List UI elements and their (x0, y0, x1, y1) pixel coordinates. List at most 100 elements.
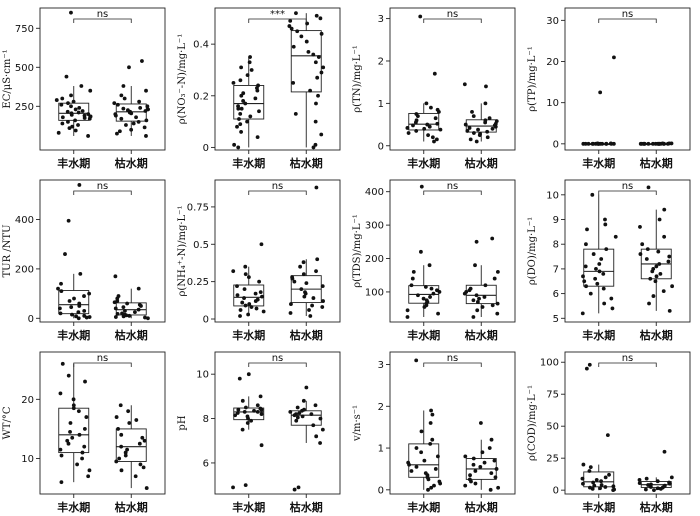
data-point (429, 105, 433, 110)
x-category-label: 枯水期 (640, 328, 673, 342)
data-point (125, 447, 130, 452)
data-point (463, 454, 468, 459)
data-point (141, 465, 146, 470)
y-tick-label: 400 (365, 187, 384, 198)
data-point (116, 294, 121, 298)
y-tick-label: 300 (365, 221, 384, 232)
data-point (115, 131, 119, 136)
data-point (484, 84, 488, 89)
data-point (654, 274, 659, 279)
data-point (145, 104, 150, 109)
data-point (464, 290, 469, 294)
data-point (77, 301, 82, 306)
data-point (129, 127, 134, 132)
data-point (301, 260, 306, 265)
data-point (77, 432, 82, 437)
significance-label: ns (622, 181, 634, 192)
panel-11: 0 1 2 3 v/m·s⁻¹ 丰水期 枯水期 ns (352, 351, 516, 514)
data-point (647, 301, 651, 306)
data-point (612, 487, 617, 492)
data-point (427, 124, 432, 129)
data-point (87, 315, 92, 319)
y-tick-label: 3 (378, 360, 384, 371)
data-point (56, 130, 61, 135)
data-point (314, 269, 318, 274)
data-point (651, 141, 655, 146)
data-point (434, 137, 439, 142)
y-axis-label: ρ(COD)/mg·L⁻¹ (527, 385, 538, 461)
y-tick-label: 0.75 (187, 202, 209, 213)
data-point (643, 487, 648, 492)
y-tick-label: 1 (378, 99, 384, 110)
data-point (77, 183, 82, 187)
data-point (656, 249, 661, 254)
data-point (426, 487, 430, 492)
data-point (295, 415, 300, 420)
data-point (485, 129, 490, 134)
data-point (308, 314, 313, 318)
data-point (126, 409, 131, 414)
data-point (316, 93, 320, 98)
data-point (86, 474, 91, 479)
data-point (603, 475, 608, 480)
y-tick-label: 10 (546, 190, 559, 201)
data-point (138, 105, 143, 110)
significance-label: ns (447, 9, 459, 20)
data-point (82, 113, 87, 118)
plot-frame (389, 351, 516, 495)
data-point (82, 444, 87, 449)
data-point (238, 314, 242, 318)
data-point (657, 262, 662, 266)
panel-4: 0 10 20 30 ρ(TP)/mg·L⁻¹ 丰水期 枯水期 ns (527, 7, 691, 170)
data-point (255, 297, 260, 302)
data-point (318, 416, 323, 421)
y-tick-label: 20 (546, 57, 559, 68)
data-point (74, 314, 79, 319)
data-point (405, 308, 410, 313)
y-axis-label: ρ(NO₃⁻-N)/mg·L⁻¹ (177, 34, 188, 124)
y-tick-label: 75 (546, 390, 559, 401)
data-point (483, 283, 488, 288)
data-point (245, 73, 250, 78)
data-point (422, 458, 427, 463)
data-point (478, 421, 483, 425)
data-point (463, 122, 468, 127)
data-point (66, 101, 70, 106)
data-point (123, 453, 128, 458)
data-point (411, 269, 416, 274)
data-point (432, 139, 436, 144)
plot-frame (214, 351, 341, 495)
data-point (58, 311, 63, 316)
data-point (426, 133, 430, 138)
data-point (292, 279, 297, 284)
data-point (588, 485, 592, 490)
data-point (69, 305, 74, 310)
data-point (252, 408, 256, 413)
data-point (299, 34, 304, 39)
data-point (76, 409, 81, 414)
data-point (306, 49, 311, 54)
data-point (414, 129, 419, 133)
y-axis-label: EC/μS·cm⁻¹ (2, 49, 13, 108)
data-point (303, 290, 307, 295)
data-point (245, 119, 249, 124)
data-point (473, 481, 478, 486)
data-point (247, 302, 252, 306)
data-point (79, 84, 84, 88)
data-point (232, 142, 237, 147)
y-axis-label: WT/°C (2, 406, 13, 439)
data-point (121, 106, 126, 111)
data-point (88, 114, 93, 119)
y-tick-label: 500 (15, 63, 34, 74)
data-point (288, 19, 293, 23)
data-point (112, 101, 117, 106)
data-point (292, 487, 297, 492)
x-category-label: 丰水期 (57, 156, 90, 170)
data-point (319, 132, 324, 137)
data-point (649, 482, 653, 487)
data-point (301, 398, 306, 403)
panel-8: 5 6 7 8 9 10 ρ(DO)/mg·L⁻¹ 丰水期 枯水期 ns (527, 179, 691, 342)
data-point (298, 264, 303, 269)
data-point (75, 462, 80, 467)
data-point (488, 487, 493, 492)
